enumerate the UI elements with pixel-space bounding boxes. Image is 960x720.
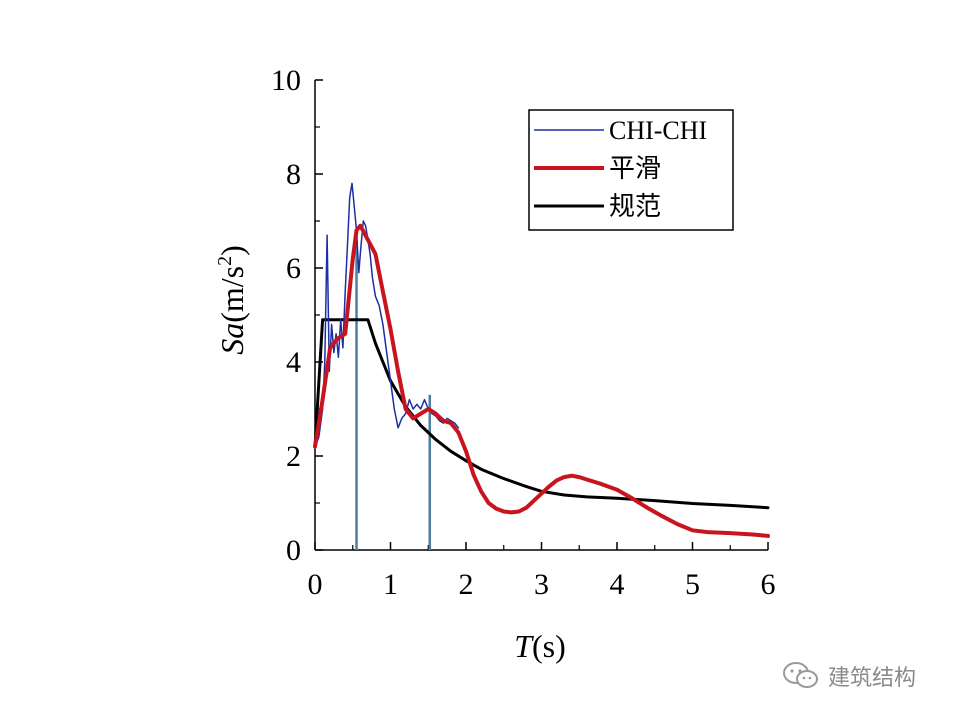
vertical-markers <box>355 230 432 550</box>
x-axis-title: T(s) <box>514 628 566 664</box>
x-axis-title-rest: (s) <box>532 628 566 664</box>
wechat-icon <box>783 662 818 688</box>
x-tick-label: 4 <box>610 568 625 601</box>
y-axis-title-sup: 2 <box>214 256 236 266</box>
x-tick-label: 3 <box>534 568 549 601</box>
x-tick-label: 0 <box>308 568 323 601</box>
y-axis-title-rest: (m/s <box>214 266 250 323</box>
watermark: 建筑结构 <box>782 660 916 692</box>
x-axis-title-italic: T <box>514 628 534 664</box>
y-tick-label: 4 <box>286 346 301 379</box>
x-tick-label: 5 <box>685 568 700 601</box>
y-tick-label: 8 <box>286 158 301 191</box>
y-axis-title-close: ) <box>214 245 250 256</box>
watermark-text: 建筑结构 <box>828 666 917 691</box>
x-tick-label: 1 <box>383 568 398 601</box>
y-tick-label: 2 <box>286 440 301 473</box>
y-axis-title: Sa(m/s2) <box>214 245 250 355</box>
x-tick-label: 2 <box>459 568 474 601</box>
x-axis: 0 1 2 3 4 5 6 <box>308 542 776 601</box>
series-layer <box>313 182 770 538</box>
series-line-2 <box>313 318 770 510</box>
y-tick-label: 10 <box>271 64 301 97</box>
x-tick-label: 6 <box>761 568 776 601</box>
legend-label-1: 平滑 <box>609 154 661 183</box>
series-line-1 <box>313 223 770 538</box>
legend-label-2: 规范 <box>609 192 661 221</box>
y-tick-label: 6 <box>286 252 301 285</box>
y-tick-label: 0 <box>286 534 301 567</box>
y-axis-title-italic: Sa <box>214 323 250 355</box>
legend-label-0: CHI-CHI <box>609 116 707 145</box>
